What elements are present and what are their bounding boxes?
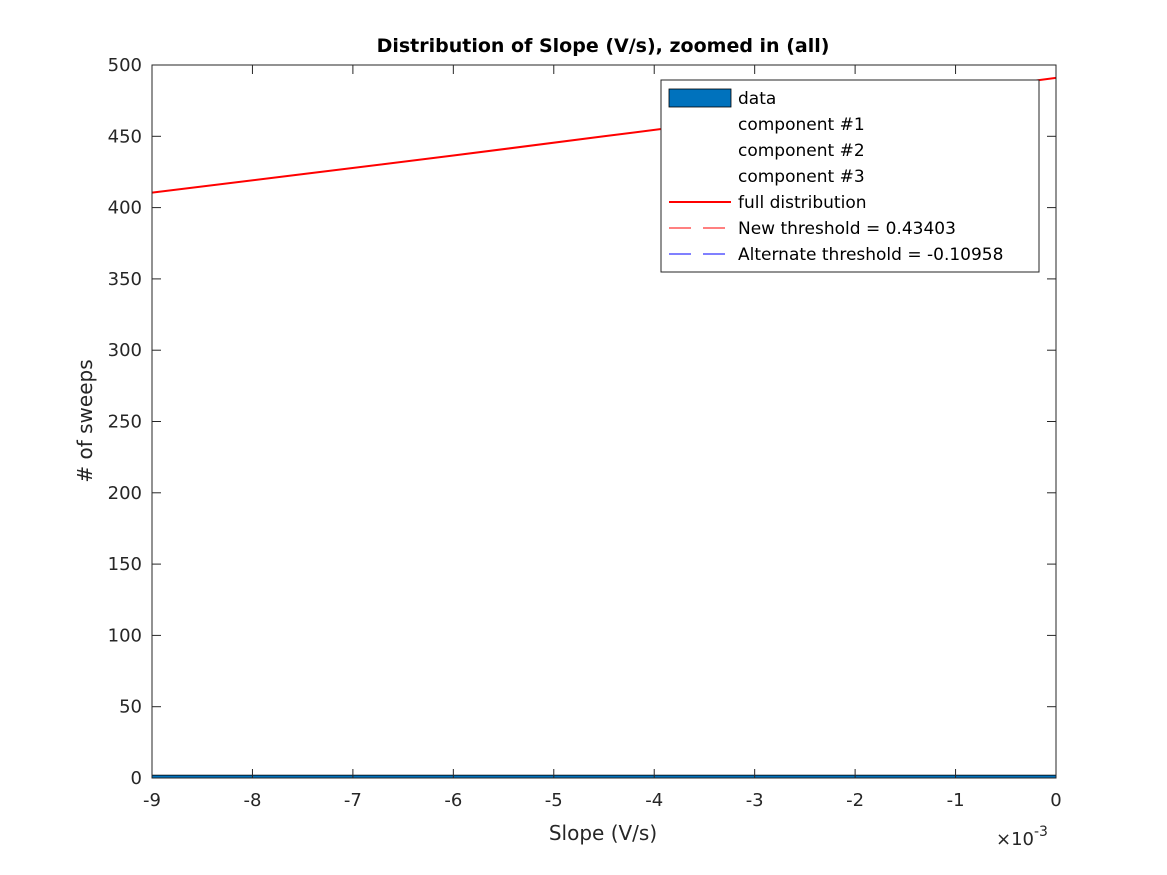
- legend-swatch-data: [668, 88, 732, 108]
- x-axis-exponent-power: -3: [1034, 824, 1048, 840]
- x-axis-label: Slope (V/s): [549, 821, 657, 845]
- x-axis-exponent: ×10-3: [996, 824, 1048, 850]
- legend-entry-label: New threshold = 0.43403: [738, 219, 956, 239]
- y-tick-label: 100: [108, 625, 142, 646]
- x-tick-label: 0: [1050, 790, 1061, 811]
- legend: data component #1 component #2 component #3…: [660, 79, 1040, 273]
- y-tick-label: 350: [108, 269, 142, 290]
- y-tick-label: 250: [108, 412, 142, 433]
- x-tick-label: -3: [746, 790, 764, 811]
- legend-entry-label: Alternate threshold = -0.10958: [738, 245, 1003, 265]
- x-tick-label: -2: [846, 790, 864, 811]
- x-tick-label: -7: [344, 790, 362, 811]
- histogram-bar: [152, 774, 1056, 778]
- x-axis-exponent-base: ×10: [996, 829, 1034, 850]
- y-tick-label: 150: [108, 554, 142, 575]
- x-tick-label: -8: [243, 790, 261, 811]
- x-tick-label: -4: [645, 790, 663, 811]
- x-tick-label: -9: [143, 790, 161, 811]
- x-tick-label: -1: [947, 790, 965, 811]
- chart-title: Distribution of Slope (V/s), zoomed in (…: [377, 35, 830, 57]
- y-axis-label: # of sweeps: [73, 359, 97, 482]
- legend-entry-label: component #3: [738, 167, 865, 187]
- legend-entry-label: full distribution: [738, 193, 867, 213]
- y-tick-label: 400: [108, 198, 142, 219]
- x-tick-label: -5: [545, 790, 563, 811]
- y-tick-label: 450: [108, 126, 142, 147]
- legend-entry-label: component #1: [738, 115, 865, 135]
- legend-entry-label: data: [738, 89, 776, 109]
- y-tick-label: 300: [108, 340, 142, 361]
- legend-box: [660, 79, 1040, 273]
- y-ticks: 0 50 100 150 200 250 300 350 400 450 500: [108, 55, 1056, 789]
- y-tick-label: 0: [131, 768, 142, 789]
- y-tick-label: 50: [119, 697, 142, 718]
- legend-entry-label: component #2: [738, 141, 865, 161]
- x-ticks: -9 -8 -7 -6 -5 -4 -3 -2 -1 0: [143, 65, 1062, 811]
- bars-layer: [152, 774, 1056, 778]
- y-tick-label: 500: [108, 55, 142, 76]
- x-tick-label: -6: [444, 790, 462, 811]
- y-tick-label: 200: [108, 483, 142, 504]
